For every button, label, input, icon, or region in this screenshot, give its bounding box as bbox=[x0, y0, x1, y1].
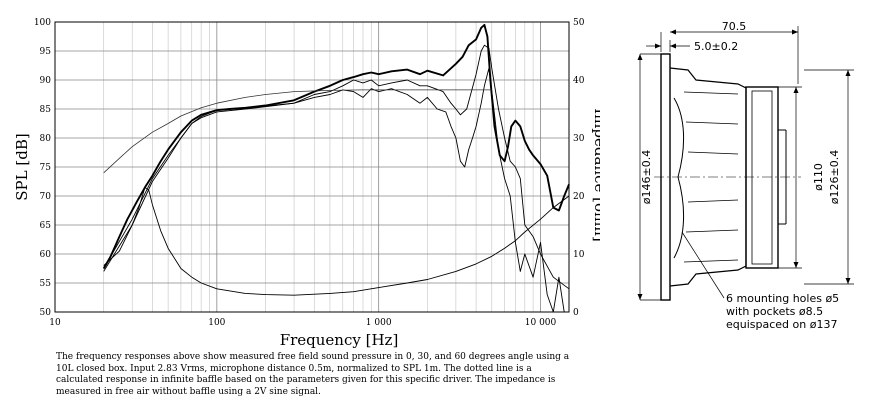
y-tick-label: 50 bbox=[40, 308, 52, 318]
y2-tick-label: 30 bbox=[573, 134, 585, 144]
basket-spokes bbox=[683, 91, 739, 263]
x-tick-label: 10 000 bbox=[525, 318, 557, 328]
y2-tick-label: 10 bbox=[573, 250, 585, 260]
chart-grid bbox=[54, 21, 569, 313]
magnet-outline bbox=[745, 86, 779, 269]
y2-tick-labels: 0 10 20 30 40 50 bbox=[573, 18, 585, 318]
y-tick-label: 60 bbox=[40, 250, 52, 260]
y-tick-label: 90 bbox=[40, 76, 52, 86]
y-tick-label: 85 bbox=[40, 105, 52, 115]
spl-calculated-line bbox=[103, 89, 492, 174]
cutout-dim-label: ø126±0.4 bbox=[828, 150, 841, 204]
y2-tick-label: 0 bbox=[573, 308, 579, 318]
mounting-note-2: with pockets ø8.5 bbox=[726, 305, 823, 318]
mounting-leader bbox=[681, 231, 725, 299]
y-tick-label: 65 bbox=[40, 221, 52, 231]
x-tick-labels: 10 100 1 000 10 000 bbox=[49, 318, 556, 328]
chart-caption: The frequency responses above show measu… bbox=[56, 352, 570, 397]
y2-axis-title: Impedance [ohm] bbox=[591, 108, 600, 242]
x-tick-label: 100 bbox=[208, 318, 225, 328]
flange-dim-arrows bbox=[655, 43, 676, 49]
impedance-line bbox=[103, 186, 570, 296]
y-tick-label: 80 bbox=[40, 134, 52, 144]
y-axis-title: SPL [dB] bbox=[13, 133, 31, 200]
mounting-note-1: 6 mounting holes ø5 bbox=[726, 292, 839, 305]
y-tick-label: 100 bbox=[34, 18, 51, 28]
y2-tick-label: 50 bbox=[573, 18, 585, 28]
x-tick-label: 10 bbox=[49, 318, 61, 328]
y-tick-label: 55 bbox=[40, 279, 52, 289]
spl-60deg-line bbox=[103, 67, 569, 313]
y-tick-label: 70 bbox=[40, 192, 52, 202]
x-tick-label: 1 000 bbox=[366, 318, 392, 328]
frequency-response-chart: 10 100 1 000 10 000 50556065707580859095100… bbox=[13, 18, 600, 349]
magnet-inner bbox=[751, 90, 773, 265]
x-axis-title: Frequency [Hz] bbox=[280, 331, 399, 349]
y2-tick-label: 40 bbox=[573, 76, 585, 86]
y-tick-labels: 50 55 60 65 70 75 80 85 90 95 100 bbox=[34, 18, 51, 318]
y2-tick-label: 20 bbox=[573, 192, 585, 202]
mounting-note-3: equispaced on ø137 bbox=[726, 318, 837, 331]
spl-30deg-line bbox=[103, 44, 570, 290]
plot-frame bbox=[54, 21, 570, 313]
driver-dimension-drawing: 70.5 5.0±0.2 ø146±0.4 ø110 ø126±0.4 6 mo… bbox=[637, 20, 854, 331]
magnet-dim-label: ø110 bbox=[812, 163, 825, 191]
spl-0deg-line bbox=[102, 23, 570, 269]
series-layer bbox=[102, 23, 570, 313]
flange-dim-label: 5.0±0.2 bbox=[694, 40, 738, 53]
outer-dim-label: ø146±0.4 bbox=[640, 150, 653, 204]
depth-dim-label: 70.5 bbox=[722, 20, 747, 33]
cone-profile bbox=[673, 97, 685, 259]
y-tick-label: 75 bbox=[40, 163, 52, 173]
y-tick-label: 95 bbox=[40, 47, 52, 57]
